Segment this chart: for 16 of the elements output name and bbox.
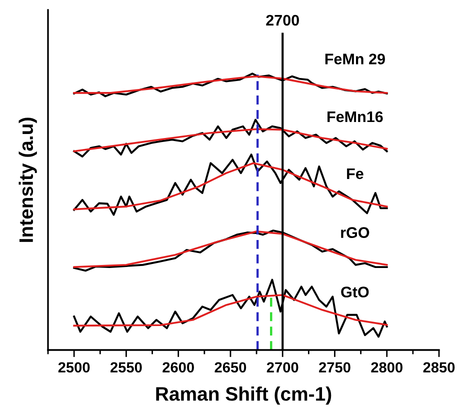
series-label: rGO	[341, 227, 370, 238]
x-tick-label: 2700	[266, 362, 298, 373]
x-tick-label: 2800	[371, 362, 402, 373]
series-label: GtO	[341, 286, 369, 298]
x-tick-label: 2650	[214, 362, 246, 373]
x-tick-label: 2550	[110, 362, 142, 373]
y-axis-title: Intensity (a.u)	[18, 118, 37, 242]
ref-line-label: 2700	[266, 14, 299, 26]
series-label: FeMn 29	[325, 54, 385, 64]
x-tick-label: 2850	[423, 362, 455, 373]
x-tick-label: 2500	[58, 362, 90, 373]
x-tick-label: 2750	[319, 362, 350, 373]
x-axis-title: Raman Shift (cm-1)	[156, 386, 332, 405]
series-label: FeMn16	[328, 111, 383, 122]
series-label: Fe	[347, 168, 364, 180]
x-tick-label: 2600	[162, 362, 194, 373]
